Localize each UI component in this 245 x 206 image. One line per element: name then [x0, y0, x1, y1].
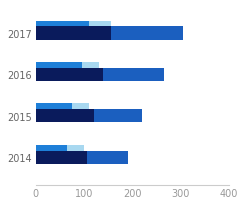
- Bar: [72, 103, 89, 111]
- Bar: [82, 62, 98, 69]
- Bar: [36, 21, 89, 28]
- Bar: [111, 26, 183, 40]
- Bar: [36, 145, 67, 152]
- Bar: [36, 109, 94, 122]
- Bar: [103, 68, 164, 81]
- Bar: [86, 151, 128, 164]
- Bar: [89, 21, 111, 28]
- Bar: [94, 109, 142, 122]
- Bar: [36, 103, 72, 111]
- Bar: [36, 68, 103, 81]
- Bar: [67, 145, 84, 152]
- Bar: [36, 151, 86, 164]
- Bar: [36, 26, 111, 40]
- Bar: [36, 62, 82, 69]
